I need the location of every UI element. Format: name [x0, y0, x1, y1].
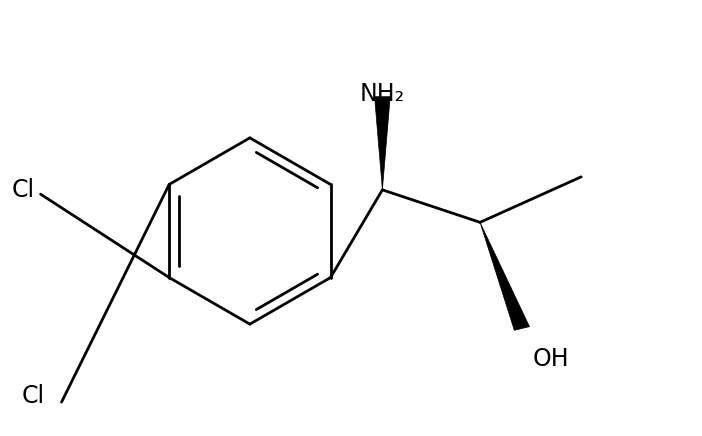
- Polygon shape: [375, 97, 390, 190]
- Text: Cl: Cl: [11, 178, 34, 202]
- Text: Cl: Cl: [22, 384, 45, 408]
- Text: NH₂: NH₂: [360, 82, 405, 106]
- Polygon shape: [480, 222, 529, 330]
- Text: OH: OH: [532, 347, 569, 371]
